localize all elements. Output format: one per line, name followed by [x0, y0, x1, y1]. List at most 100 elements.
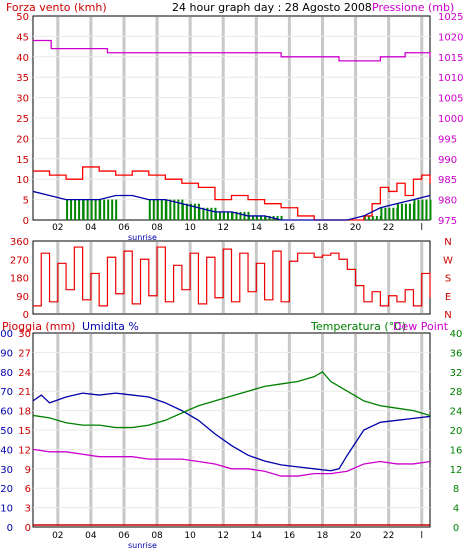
x-tick-label: 16 [284, 223, 296, 233]
wind-bar [231, 211, 234, 220]
humidity-line [32, 392, 431, 472]
wind-axis-tick: 0 [23, 216, 29, 227]
x-tick-label: 12 [218, 223, 229, 233]
temperature-axis-tick: 0 [453, 523, 459, 534]
wind-axis-tick: 10 [16, 175, 29, 186]
rain-axis-tick: 24 [18, 368, 31, 379]
humidity-axis-tick: 60 [0, 407, 13, 418]
wind-axis-tick: 25 [16, 114, 29, 125]
temperature-axis-tick: 4 [453, 504, 459, 515]
wind-bar [214, 211, 217, 220]
direction-axis-tick: 180 [10, 274, 29, 285]
avg-wind-line [32, 190, 431, 221]
x-tick-label: 12 [218, 531, 229, 541]
wind-bar [193, 203, 196, 220]
x-tick-label: 06 [118, 531, 130, 541]
pressure-axis-tick: 1015 [438, 53, 463, 64]
temperature-axis-tick: 20 [450, 426, 463, 437]
wind-bar [388, 207, 391, 220]
graph-title: 24 hour graph day : 28 Agosto 2008 [172, 1, 372, 14]
wind-bar [94, 199, 97, 220]
wind-bar [268, 215, 271, 220]
rain-axis-tick: 18 [18, 407, 31, 418]
wind-axis-tick: 40 [16, 53, 29, 64]
humidity-axis-tick: 0 [7, 523, 13, 534]
dewpoint-line [32, 448, 431, 477]
x-tick-label: 22 [383, 223, 394, 233]
pressure-axis-tick: 990 [438, 155, 457, 166]
wind-bar [256, 215, 259, 220]
x-tick-label: l [420, 223, 423, 233]
wind-bar [189, 203, 192, 220]
rain-axis-tick: 21 [18, 387, 31, 398]
rain-axis-tick: 6 [25, 484, 31, 495]
x-tick-label: l [420, 531, 423, 541]
wind-bar [243, 211, 246, 220]
wind-bar [185, 203, 188, 220]
x-tick-label: 14 [251, 531, 263, 541]
wind-bar [421, 199, 424, 220]
humidity-axis-tick: 40 [0, 445, 13, 456]
wind-bar [70, 199, 73, 220]
pressure-axis-tick: 985 [438, 175, 457, 186]
pressure-axis-tick: 980 [438, 196, 457, 207]
wind-bar [111, 199, 114, 220]
pressure-axis-title: Pressione (mb) [372, 1, 454, 14]
wind-bar [367, 215, 370, 220]
x-tick-label: 08 [151, 531, 163, 541]
wind-bar [206, 207, 209, 220]
pressure-axis-tick: 995 [438, 134, 457, 145]
x-tick-label: 10 [184, 531, 196, 541]
wind-bar [202, 207, 205, 220]
wind-bar [165, 199, 168, 220]
wind-bar [218, 211, 221, 220]
wind-bar [99, 199, 102, 220]
x-tick-label: 08 [151, 223, 163, 233]
direction-axis-tick: 270 [10, 255, 29, 266]
temperature-axis-tick: 28 [450, 387, 463, 398]
wind-bar [260, 215, 263, 220]
direction-axis-tick: 90 [16, 292, 29, 303]
humidity-axis-tick: 50 [0, 426, 13, 437]
sunrise-label-top: sunrise [128, 233, 157, 242]
wind-bar [404, 203, 407, 220]
pressure-line [33, 39, 431, 62]
temperature-line [32, 370, 431, 429]
wind-bar [408, 203, 411, 220]
x-tick-label: 22 [383, 531, 394, 541]
wind-bar [152, 199, 155, 220]
pressure-axis-tick: 1000 [438, 114, 463, 125]
wind-axis-tick: 45 [16, 32, 29, 43]
compass-axis-tick: N [444, 310, 451, 321]
wind-bar [375, 215, 378, 220]
dewpoint-axis-title: Dew Point [393, 320, 449, 333]
wind-bar [90, 199, 93, 220]
x-tick-label: 16 [284, 531, 296, 541]
wind-axis-title: Forza vento (kmh) [6, 1, 107, 14]
wind-axis-tick: 20 [16, 134, 29, 145]
wind-axis-tick: 50 [16, 12, 29, 23]
temperature-axis-tick: 40 [450, 329, 463, 340]
wind-axis-tick: 35 [16, 73, 29, 84]
compass-axis-tick: S [445, 274, 451, 285]
compass-axis-tick: N [444, 237, 451, 248]
wind-bar [264, 215, 267, 220]
rain-axis-tick: 30 [18, 329, 31, 340]
wind-bar [392, 207, 395, 220]
wind-bar [413, 199, 416, 220]
wind-bar [276, 215, 279, 220]
rain-axis-tick: 3 [25, 504, 31, 515]
humidity-axis-tick: 100 [0, 329, 13, 340]
wind-bar [169, 199, 172, 220]
wind-bar [181, 203, 184, 220]
humidity-axis-tick: 80 [0, 368, 13, 379]
wind-bar [198, 207, 201, 220]
wind-bar [115, 199, 118, 220]
wind-bar [429, 199, 432, 220]
temperature-axis-tick: 12 [450, 465, 463, 476]
sunrise-label-bottom: sunrise [128, 541, 157, 550]
x-tick-label: 02 [52, 223, 63, 233]
wind-bar [82, 199, 85, 220]
